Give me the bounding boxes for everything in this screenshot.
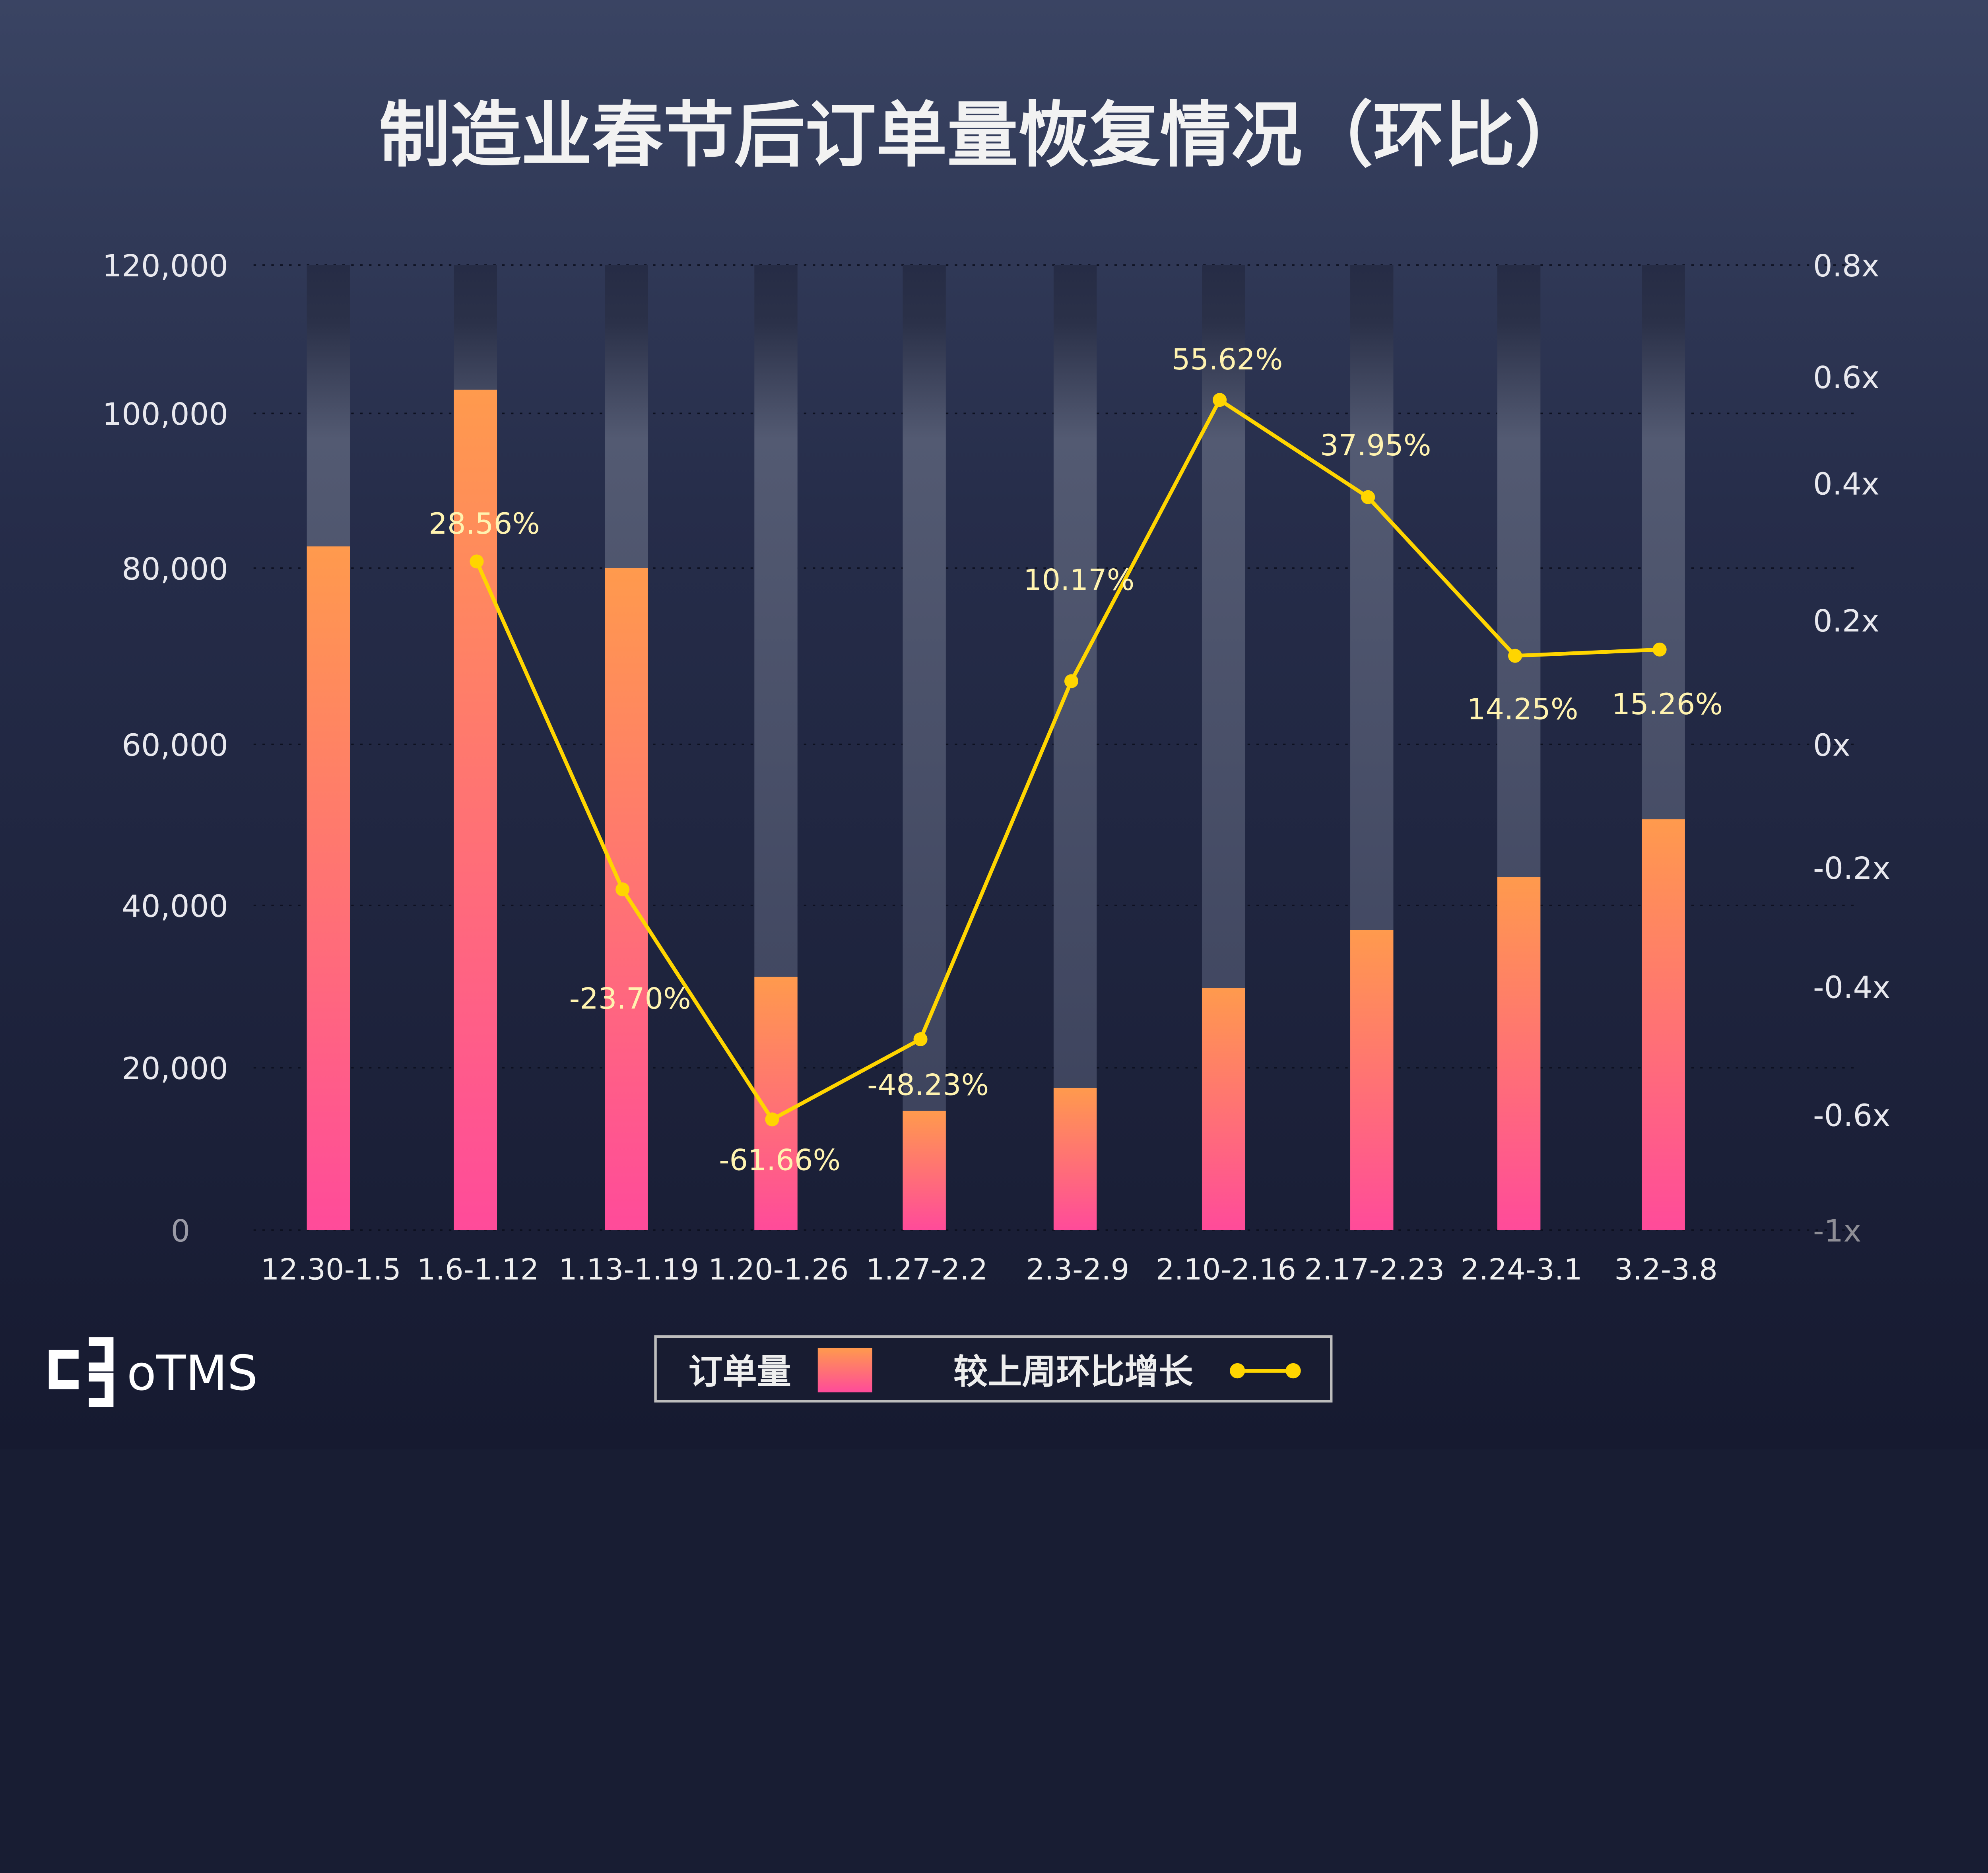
right-axis-tick: 0.2x (1813, 604, 1879, 639)
background (0, 0, 1988, 1449)
growth-point (470, 554, 484, 569)
bar-1.6-1.12 (454, 389, 497, 1230)
left-axis-tick: 100,000 (103, 397, 228, 432)
grid (253, 264, 1858, 1231)
otms-logo: oTMS (49, 1337, 258, 1407)
growth-label: 55.62% (1172, 343, 1283, 377)
growth-point (615, 882, 630, 897)
x-axis-tick: 1.13-1.19 (559, 1253, 699, 1286)
left-axis-tick: 40,000 (122, 889, 228, 924)
legend-frame (654, 1335, 1333, 1403)
legend-line-label: 较上周环比增长 (953, 1352, 1193, 1392)
bar-track (1053, 265, 1097, 1230)
x-axis-tick: 2.24-3.1 (1460, 1253, 1582, 1286)
left-axis-tick: 60,000 (122, 728, 228, 764)
growth-point (1652, 642, 1667, 657)
bar-3.2-3.8 (1642, 819, 1685, 1230)
x-axis-tick: 1.27-2.2 (866, 1253, 988, 1286)
growth-label: 15.26% (1611, 688, 1723, 721)
growth-label: 37.95% (1320, 429, 1431, 462)
x-axis-tick: 1.20-1.26 (708, 1253, 848, 1286)
bar-2.3-2.9 (1053, 1088, 1097, 1230)
bar-track (903, 265, 946, 1230)
growth-point (1064, 674, 1079, 688)
x-axis-tick: 2.3-2.9 (1026, 1253, 1130, 1286)
right-axis-tick: 0.6x (1813, 360, 1879, 396)
bar-2.17-2.23 (1350, 930, 1394, 1230)
growth-point (1361, 490, 1375, 504)
bar-1.27-2.2 (903, 1111, 946, 1230)
growth-series: 28.56% -23.70% -61.66% -48.23% 10.17% 55.62% 3… (429, 343, 1723, 1177)
x-axis-tick: 12.30-1.5 (261, 1253, 401, 1286)
left-axis-tick: 120,000 (103, 249, 228, 284)
growth-label: -48.23% (867, 1069, 989, 1102)
x-axis-tick: 2.17-2.23 (1304, 1253, 1444, 1286)
growth-label: -23.70% (569, 982, 691, 1016)
bar-12.30-1.5 (307, 546, 350, 1230)
right-axis-tick: -0.6x (1813, 1098, 1891, 1134)
bar-2.24-3.1 (1497, 877, 1541, 1230)
x-axis-tick: 3.2-3.8 (1614, 1253, 1718, 1286)
right-axis-tick: -1x (1813, 1214, 1862, 1249)
right-axis-tick: -0.2x (1813, 851, 1891, 886)
right-axis-tick: 0x (1813, 728, 1850, 764)
left-axis-tick: 80,000 (122, 552, 228, 587)
chart-title: 制造业春节后订单量恢复情况（环比） (379, 94, 1586, 177)
growth-label: 28.56% (429, 507, 540, 541)
x-axis-tick: 1.6-1.12 (417, 1253, 539, 1286)
legend: 订单量 较上周环比增长 (654, 1335, 1333, 1403)
legend-line-dot (1285, 1363, 1301, 1379)
bar-1.13-1.19 (605, 568, 648, 1230)
legend-bar-label: 订单量 (689, 1352, 791, 1392)
growth-label: -61.66% (719, 1144, 841, 1177)
right-axis: 0.8x 0.6x 0.4x 0.2x 0x -0.2x -0.4x -0.6x -1x (1813, 249, 1891, 1249)
x-axis-tick: 2.10-2.16 (1156, 1253, 1296, 1286)
logo-mark-icon (49, 1337, 114, 1407)
growth-point (913, 1032, 928, 1046)
right-axis-tick: 0.8x (1813, 249, 1879, 284)
left-axis-tick: 0 (171, 1214, 190, 1249)
right-axis-tick: -0.4x (1813, 970, 1891, 1006)
chart: 制造业春节后订单量恢复情况（环比） 120,000 100,000 80,000 60… (0, 0, 1988, 1449)
growth-point (1213, 393, 1227, 407)
bars (307, 389, 1685, 1230)
legend-line-dot (1230, 1363, 1245, 1379)
x-axis: 12.30-1.5 1.6-1.12 1.13-1.19 1.20-1.26 1.27-… (261, 1253, 1718, 1286)
legend-bar-swatch (817, 1348, 872, 1393)
growth-point (765, 1112, 779, 1127)
logo-text: oTMS (127, 1345, 258, 1401)
right-axis-tick: 0.4x (1813, 467, 1879, 502)
growth-point (1508, 649, 1522, 663)
left-axis-tick: 20,000 (122, 1051, 228, 1087)
growth-label: 10.17% (1023, 563, 1135, 597)
growth-label: 14.25% (1467, 693, 1578, 727)
bar-2.10-2.16 (1202, 988, 1245, 1230)
left-axis: 120,000 100,000 80,000 60,000 40,000 20,000 0 (103, 249, 228, 1249)
